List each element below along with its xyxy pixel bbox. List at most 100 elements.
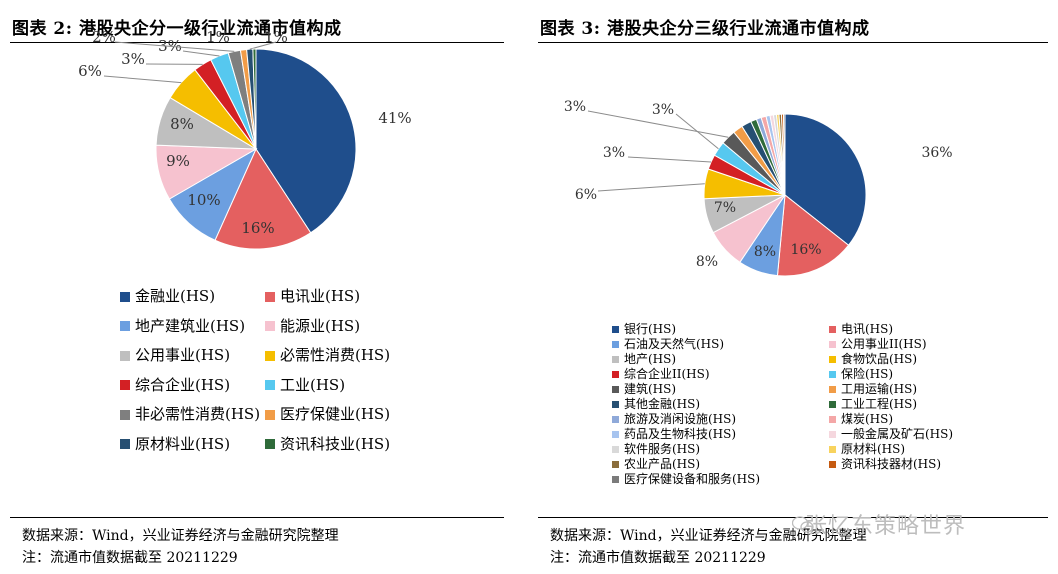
data-label: 3% — [603, 145, 625, 161]
legend-item: 原材料(HS) — [829, 442, 905, 456]
legend-label: 医疗保健设备和服务(HS) — [624, 472, 761, 486]
data-label: 9% — [166, 152, 190, 170]
date-note: 注：流通市值数据截至 20211229 — [550, 550, 766, 566]
data-label: 1% — [264, 28, 288, 46]
data-label: 8% — [754, 244, 776, 260]
legend-swatch — [829, 370, 836, 378]
leader-line — [103, 75, 182, 84]
legend-swatch — [612, 460, 619, 468]
source-note: 数据来源：Wind，兴业证券经济与金融研究院整理 — [550, 528, 867, 544]
legend-swatch — [829, 385, 836, 393]
legend-label: 公用事业II(HS) — [841, 337, 927, 351]
legend-swatch — [265, 321, 275, 331]
legend-label: 一般金属及矿石(HS) — [841, 427, 954, 441]
legend-swatch — [829, 445, 836, 453]
legend-item: 综合企业(HS) — [120, 376, 230, 394]
legend-label: 石油及天然气(HS) — [624, 337, 725, 351]
legend-item: 旅游及消闲设施(HS) — [612, 412, 736, 426]
pie-slice — [784, 113, 867, 246]
legend-label: 能源业(HS) — [280, 316, 361, 335]
data-label: 2% — [92, 28, 116, 46]
pie-slice — [214, 147, 312, 250]
legend-swatch — [829, 400, 836, 408]
legend-label: 旅游及消闲设施(HS) — [624, 412, 737, 426]
legend-item: 地产(HS) — [612, 352, 676, 366]
legend-item: 煤炭(HS) — [829, 412, 893, 426]
data-label: 6% — [575, 187, 597, 203]
data-label: 3% — [121, 50, 145, 68]
legend-swatch — [612, 400, 619, 408]
legend-swatch — [612, 415, 619, 423]
title-divider — [10, 42, 504, 43]
legend-item: 工业(HS) — [265, 375, 346, 394]
legend-label: 公用事业(HS) — [135, 346, 231, 364]
legend-swatch — [265, 350, 275, 361]
legend-label: 地产(HS) — [624, 352, 677, 366]
legend-item: 医疗保健业(HS) — [265, 406, 390, 423]
legend-label: 工业(HS) — [280, 375, 346, 394]
legend-item: 电讯(HS) — [829, 322, 893, 336]
legend-swatch — [612, 340, 619, 348]
data-label: 6% — [78, 62, 102, 80]
legend-swatch — [829, 460, 836, 468]
legend-swatch — [265, 380, 275, 390]
legend-swatch — [829, 415, 836, 423]
footer-divider — [10, 517, 504, 518]
legend-label: 原材料业(HS) — [135, 434, 231, 453]
leader-line — [627, 156, 712, 163]
legend-swatch — [120, 350, 130, 361]
legend-item: 地产建筑业(HS) — [120, 317, 245, 335]
legend-label: 食物饮品(HS) — [841, 352, 918, 366]
legend-item: 原材料业(HS) — [120, 434, 231, 453]
legend-label: 保险(HS) — [841, 367, 894, 381]
legend-item: 软件服务(HS) — [612, 442, 700, 456]
legend-item: 工用运输(HS) — [829, 382, 917, 396]
legend-swatch — [265, 439, 275, 449]
legend-label: 软件服务(HS) — [624, 442, 701, 456]
legend-item: 电讯业(HS) — [265, 288, 360, 305]
legend-swatch — [829, 430, 836, 438]
legend-swatch — [612, 430, 619, 438]
title-divider — [538, 42, 1048, 43]
data-label: 16% — [790, 242, 821, 258]
legend-item: 能源业(HS) — [265, 316, 361, 335]
watermark: 张忆东策略世界 — [805, 514, 967, 539]
data-label: 36% — [921, 145, 952, 161]
legend-swatch — [829, 355, 836, 363]
legend-label: 煤炭(HS) — [841, 412, 894, 426]
legend-label: 银行(HS) — [624, 322, 677, 336]
legend-label: 药品及生物科技(HS) — [624, 427, 737, 441]
pie-chart-level1: 41%16%10%9%8%6%3%3%2% 1% 1% — [78, 28, 412, 250]
source-note: 数据来源：Wind，兴业证券经济与金融研究院整理 — [22, 528, 339, 544]
pie-slice — [776, 194, 850, 277]
wechat-icon — [792, 516, 814, 533]
legend-swatch — [120, 291, 130, 302]
legend-swatch — [612, 325, 619, 333]
data-label: 8% — [170, 115, 194, 133]
legend-swatch — [612, 445, 619, 453]
footer-divider — [538, 517, 1048, 518]
legend-label: 医疗保健业(HS) — [280, 405, 391, 423]
legend-swatch — [829, 340, 836, 348]
legend-item: 金融业(HS) — [120, 288, 215, 305]
legend-item: 工业工程(HS) — [829, 397, 917, 411]
legend-label: 农业产品(HS) — [624, 457, 701, 471]
pie-slice — [252, 48, 257, 150]
legend-label: 工业工程(HS) — [841, 397, 918, 411]
legend-item: 综合企业II(HS) — [612, 367, 710, 381]
legend-item: 一般金属及矿石(HS) — [829, 427, 953, 441]
legend-item: 保险(HS) — [829, 367, 893, 381]
legend-label: 电讯业(HS) — [280, 287, 361, 305]
legend-swatch — [120, 409, 130, 420]
data-label: 41% — [378, 109, 411, 127]
legend-item: 建筑(HS) — [612, 382, 676, 396]
pie-chart-level3: 36% 16% 8% 8% 7% 6% 3% 3% 3% — [564, 99, 953, 277]
legend-label: 建筑(HS) — [624, 382, 677, 396]
legend-item: 资讯科技业(HS) — [265, 435, 390, 453]
legend-item: 其他金融(HS) — [612, 397, 700, 411]
legend-label: 金融业(HS) — [135, 287, 216, 305]
data-label: 16% — [241, 219, 274, 237]
leader-line — [182, 50, 220, 57]
legend-item: 非必需性消费(HS) — [120, 406, 260, 423]
data-label: 3% — [564, 99, 586, 115]
